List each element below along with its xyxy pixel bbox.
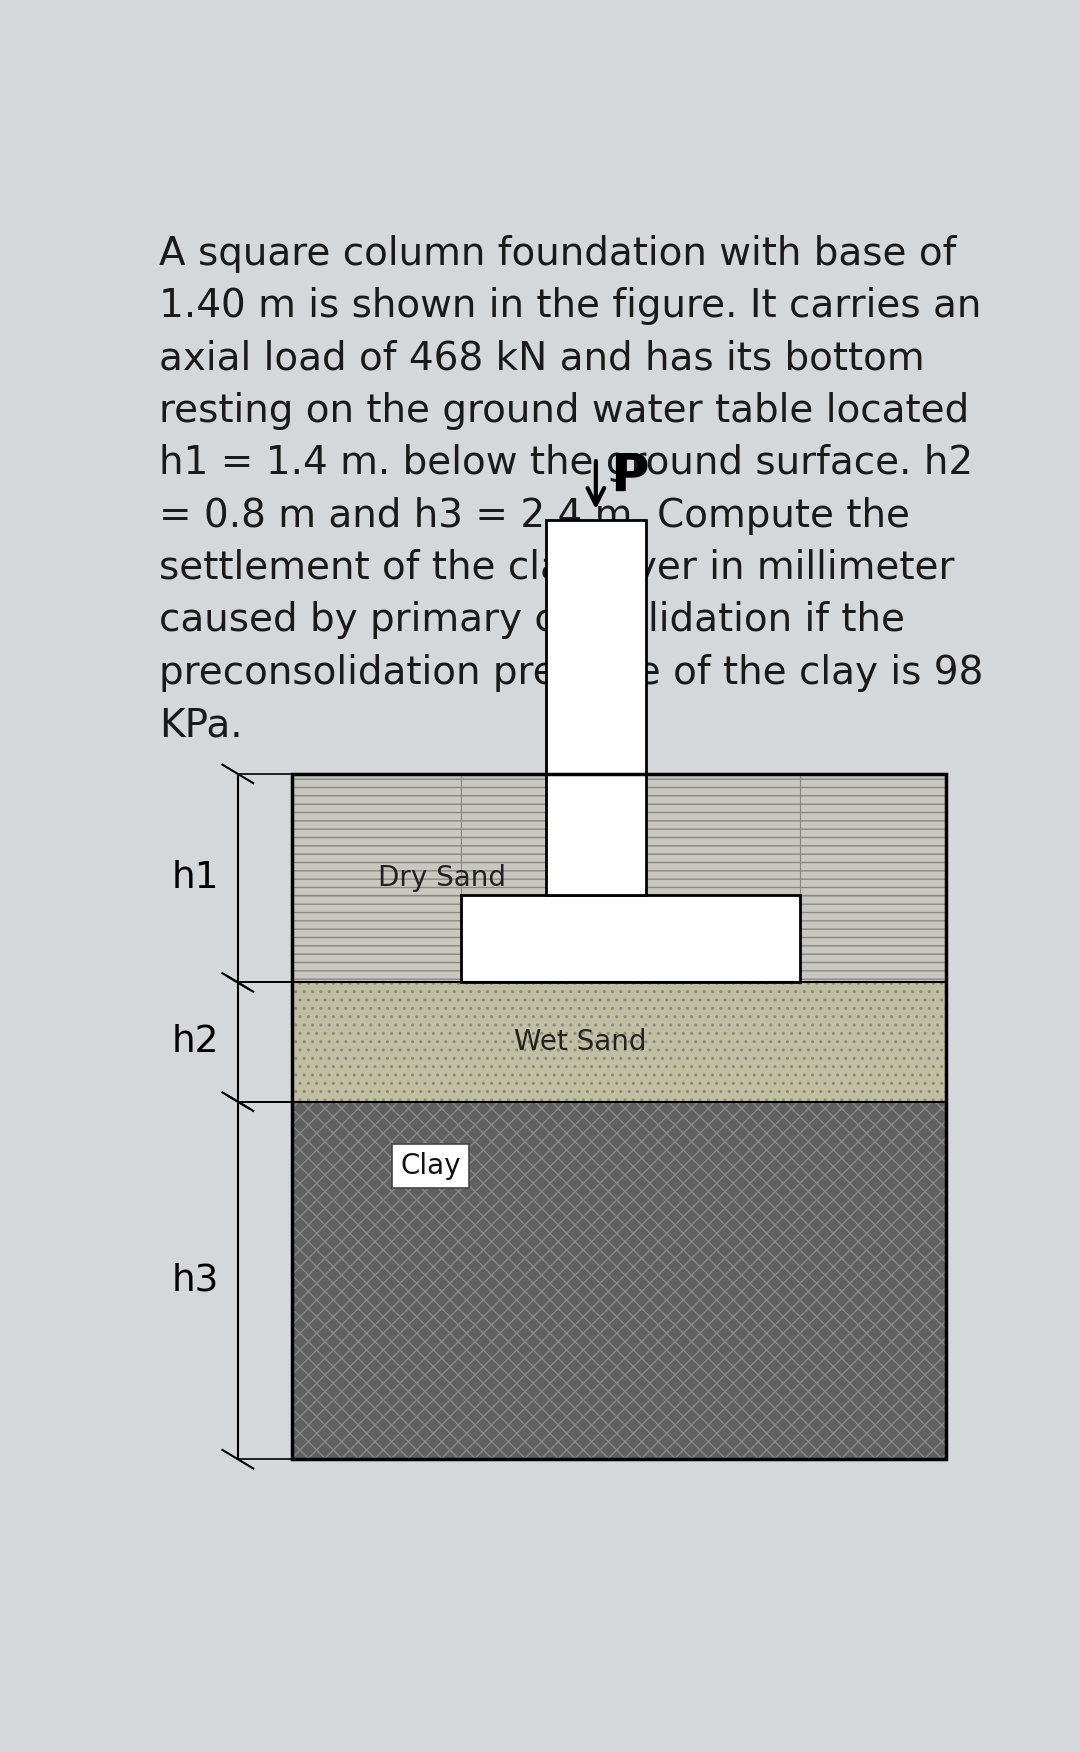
Text: h1: h1 (172, 860, 219, 897)
Bar (800, 895, 946, 983)
Text: settlement of the clay layer in millimeter: settlement of the clay layer in millimet… (159, 548, 955, 587)
Text: axial load of 468 kN and has its bottom: axial load of 468 kN and has its bottom (159, 340, 924, 378)
Text: P: P (610, 450, 648, 503)
Text: h2: h2 (172, 1023, 219, 1060)
Text: = 0.8 m and h3 = 2.4 m. Compute the: = 0.8 m and h3 = 2.4 m. Compute the (159, 496, 910, 534)
Bar (461, 895, 800, 983)
Text: Wet Sand: Wet Sand (514, 1028, 647, 1056)
Bar (545, 774, 646, 895)
Bar (292, 1102, 946, 1459)
Bar (292, 983, 946, 1102)
Bar (646, 774, 800, 895)
Bar (292, 774, 461, 895)
Text: resting on the ground water table located: resting on the ground water table locate… (159, 392, 970, 429)
Bar (461, 774, 545, 895)
Bar (292, 895, 461, 983)
Text: Clay: Clay (400, 1153, 460, 1181)
Text: preconsolidation pressure of the clay is 98: preconsolidation pressure of the clay is… (159, 653, 984, 692)
Text: h3: h3 (172, 1263, 219, 1298)
Bar (800, 774, 946, 895)
Text: Dry Sand: Dry Sand (378, 864, 505, 892)
Bar (545, 520, 646, 774)
Bar (292, 774, 946, 1459)
Text: caused by primary consolidation if the: caused by primary consolidation if the (159, 601, 905, 639)
Text: 1.40 m is shown in the figure. It carries an: 1.40 m is shown in the figure. It carrie… (159, 287, 982, 326)
Text: KPa.: KPa. (159, 706, 243, 745)
Text: h1 = 1.4 m. below the ground surface. h2: h1 = 1.4 m. below the ground surface. h2 (159, 445, 973, 482)
Text: A square column foundation with base of: A square column foundation with base of (159, 235, 957, 273)
